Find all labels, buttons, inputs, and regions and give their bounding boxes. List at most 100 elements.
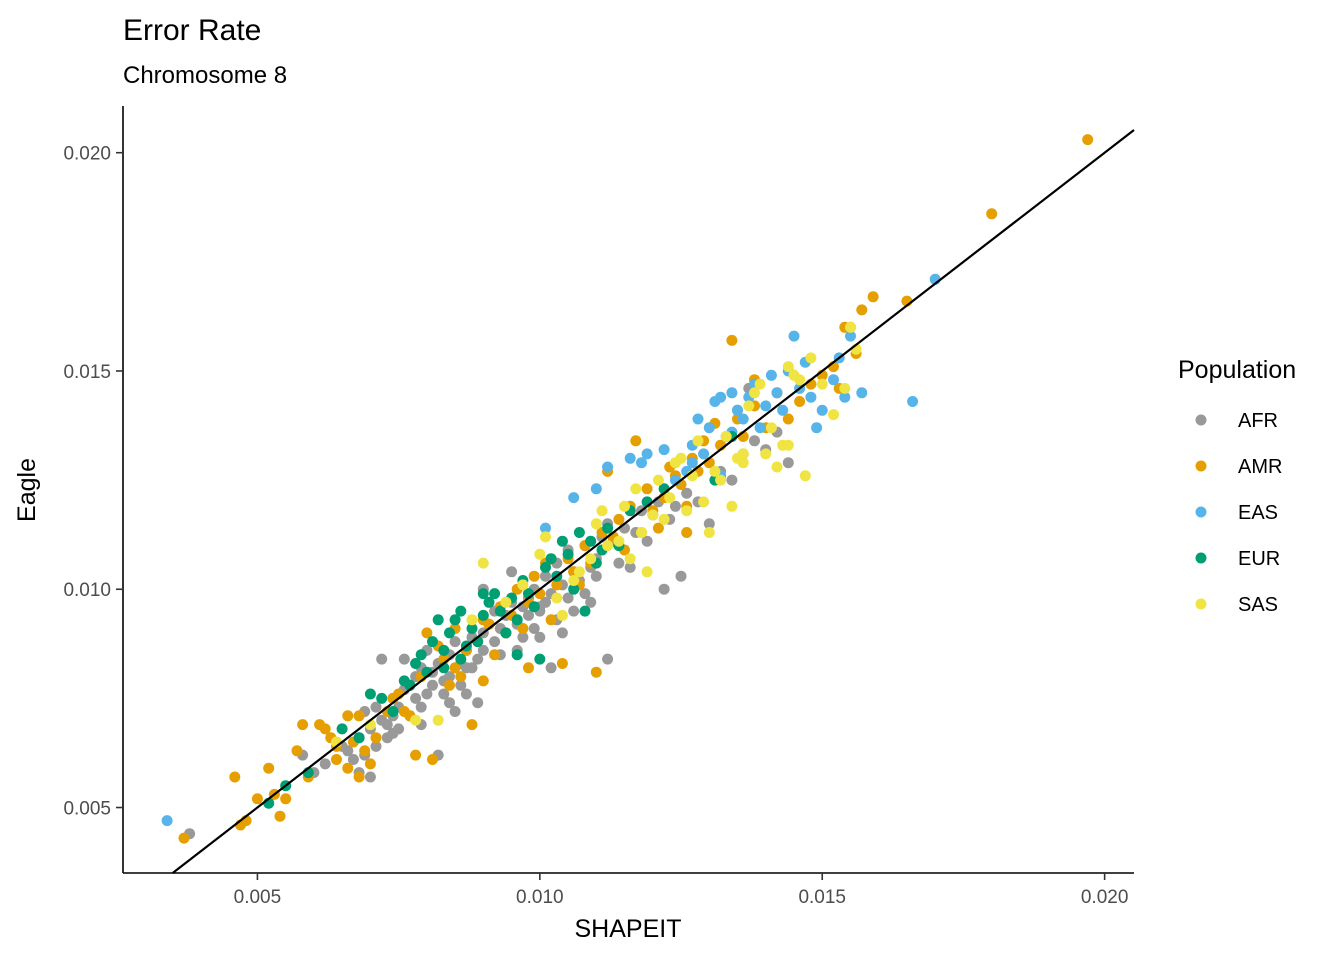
data-point-eas	[754, 422, 766, 434]
data-point-sas	[556, 609, 568, 621]
data-point-afr	[585, 596, 597, 608]
data-point-amr	[427, 754, 438, 765]
data-point-afr	[438, 688, 450, 700]
data-point-amr	[652, 522, 664, 534]
data-point-sas	[698, 496, 710, 508]
data-point-eur	[534, 653, 546, 665]
y-tick-label: 0.015	[63, 362, 111, 383]
data-point-sas	[602, 540, 614, 552]
data-point-afr	[370, 701, 382, 713]
data-point-eas	[540, 522, 551, 534]
legend: Population AFR AMR EAS EUR SAS	[1178, 356, 1296, 616]
data-point-sas	[782, 439, 794, 451]
data-point-afr	[506, 566, 518, 578]
data-point-amr	[556, 658, 568, 669]
data-point-amr	[986, 208, 998, 220]
data-point-amr	[331, 754, 342, 765]
data-point-amr	[319, 723, 331, 735]
data-point-eur	[432, 614, 444, 626]
data-point-sas	[613, 535, 625, 547]
data-point-amr	[630, 435, 642, 447]
series-amr	[178, 134, 1094, 844]
data-point-sas	[743, 400, 755, 412]
data-point-sas	[715, 474, 727, 486]
data-point-eur	[364, 688, 376, 700]
data-point-sas	[573, 566, 585, 578]
data-point-afr	[749, 435, 760, 447]
data-point-afr	[782, 457, 794, 469]
data-point-eur	[444, 627, 455, 639]
data-point-afr	[370, 740, 382, 752]
data-point-amr	[867, 291, 879, 303]
data-point-eas	[805, 391, 817, 403]
data-point-afr	[460, 688, 472, 700]
data-point-sas	[590, 518, 602, 530]
data-point-eas	[636, 457, 647, 469]
data-point-sas	[664, 492, 676, 504]
data-point-afr	[579, 588, 591, 600]
data-point-sas	[805, 352, 817, 364]
data-point-eur	[336, 723, 348, 735]
data-point-afr	[641, 535, 653, 547]
legend-item-afr: AFR	[1195, 410, 1278, 432]
data-point-afr	[319, 758, 331, 770]
data-point-afr	[613, 557, 625, 569]
data-point-amr	[551, 579, 563, 591]
data-point-afr	[444, 697, 455, 709]
data-point-afr	[421, 688, 433, 700]
data-point-eur	[489, 588, 501, 600]
data-point-amr	[489, 649, 501, 661]
data-point-eas	[839, 391, 851, 403]
data-point-eur	[353, 732, 365, 744]
data-point-amr	[856, 304, 868, 316]
data-point-eur	[438, 644, 450, 656]
data-point-eas	[692, 413, 704, 425]
data-point-eur	[511, 614, 523, 626]
data-point-afr	[489, 636, 501, 648]
data-point-amr	[528, 570, 540, 582]
data-point-amr	[613, 513, 625, 525]
data-point-eas	[828, 374, 839, 386]
data-point-amr	[449, 662, 461, 674]
data-point-sas	[675, 452, 687, 464]
legend-title: Population	[1178, 356, 1296, 384]
data-point-afr	[381, 719, 393, 731]
data-point-afr	[675, 570, 687, 582]
data-point-sas	[760, 448, 772, 460]
x-tick-label: 0.020	[1081, 887, 1129, 908]
data-point-afr	[477, 644, 489, 656]
data-point-eur	[579, 605, 591, 617]
data-point-eur	[387, 706, 399, 717]
data-point-eur	[376, 692, 388, 704]
data-point-afr	[387, 727, 399, 739]
data-point-afr	[472, 697, 484, 709]
data-point-afr	[624, 561, 636, 573]
data-point-eas	[845, 330, 856, 342]
data-point-sas	[828, 409, 839, 421]
data-point-afr	[540, 596, 551, 608]
data-point-eur	[573, 527, 585, 538]
data-point-eas	[641, 448, 653, 460]
data-point-afr	[590, 570, 602, 582]
data-point-sas	[540, 531, 551, 543]
x-tick-label: 0.010	[516, 887, 564, 908]
data-point-afr	[545, 662, 557, 674]
data-point-eur	[562, 548, 574, 560]
x-tick-label: 0.015	[798, 887, 846, 908]
data-point-amr	[178, 832, 190, 844]
data-point-eas	[590, 483, 602, 495]
data-point-afr	[658, 583, 670, 595]
data-point-amr	[782, 413, 794, 425]
data-point-sas	[466, 614, 478, 626]
data-point-eas	[771, 387, 783, 399]
data-point-eur	[494, 605, 506, 617]
data-point-amr	[280, 793, 292, 805]
y-tick-label: 0.005	[63, 799, 111, 820]
data-point-sas	[551, 592, 563, 604]
data-point-afr	[427, 679, 438, 691]
data-point-afr	[703, 518, 715, 530]
data-point-amr	[455, 671, 467, 683]
data-point-afr	[449, 706, 461, 717]
legend-label: AMR	[1238, 456, 1282, 478]
data-point-sas	[534, 548, 546, 560]
